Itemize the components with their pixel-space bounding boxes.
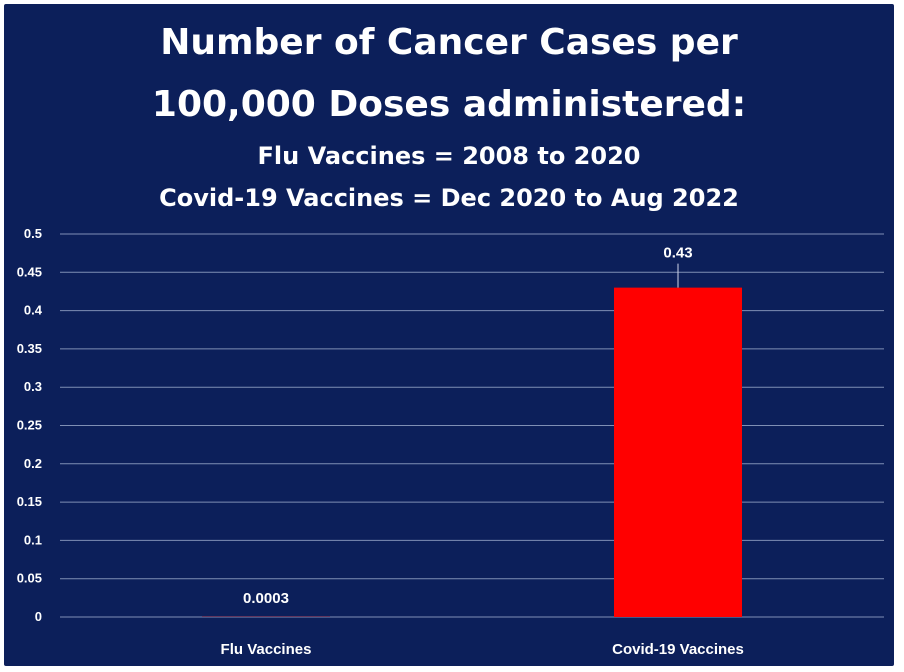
chart-title-line-1: Number of Cancer Cases per	[160, 22, 738, 63]
data-label: 0.0003	[243, 590, 289, 607]
y-tick-label: 0.1	[24, 532, 42, 547]
y-tick-label: 0	[35, 609, 42, 624]
x-category-label: Covid-19 Vaccines	[612, 641, 744, 658]
y-tick-label: 0.35	[17, 341, 42, 356]
x-category-label: Flu Vaccines	[221, 641, 312, 658]
y-tick-label: 0.25	[17, 418, 42, 433]
chart-subtitle-line-2: Covid-19 Vaccines = Dec 2020 to Aug 2022	[159, 184, 739, 212]
chart-subtitle-line-1: Flu Vaccines = 2008 to 2020	[257, 142, 641, 170]
data-label: 0.43	[663, 245, 692, 262]
y-tick-label: 0.05	[17, 571, 42, 586]
y-tick-label: 0.3	[24, 379, 42, 394]
y-tick-label: 0.15	[17, 494, 42, 509]
chart-frame: Number of Cancer Cases per 100,000 Doses…	[4, 4, 894, 666]
bar-chart: 0 0.05 0.1 0.15 0.2 0.25 0.3 0.35 0.4 0.45 0.5 0.00…	[17, 226, 884, 658]
y-tick-label: 0.5	[24, 226, 42, 241]
y-tick-label: 0.45	[17, 264, 42, 279]
bar-1	[614, 287, 742, 617]
y-tick-label: 0.4	[24, 303, 43, 318]
chart-title-line-2: 100,000 Doses administered:	[151, 84, 747, 125]
y-tick-label: 0.2	[24, 456, 42, 471]
